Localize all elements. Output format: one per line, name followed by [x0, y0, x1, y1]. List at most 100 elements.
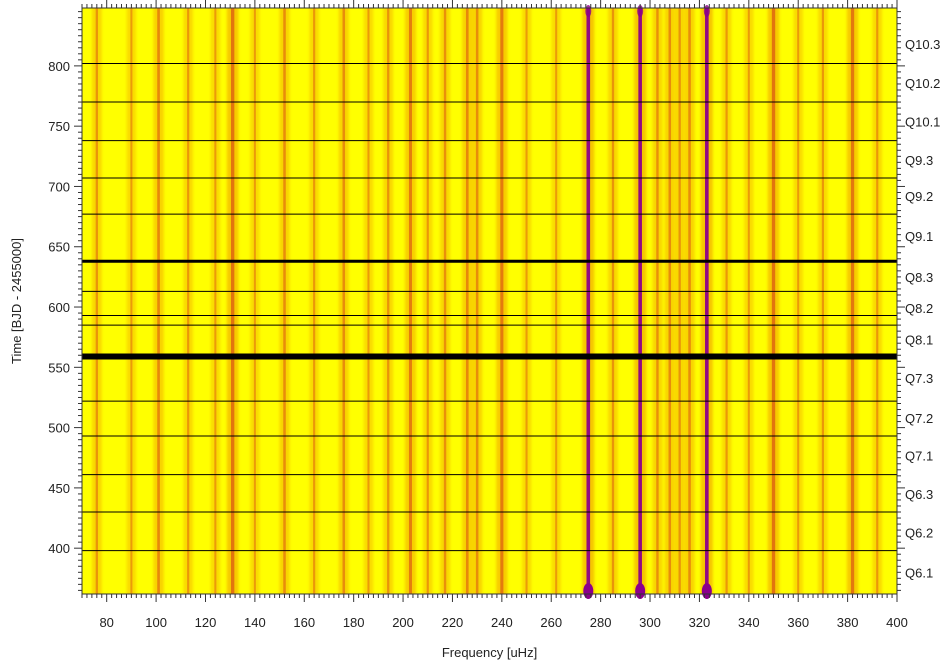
quarter-label: Q7.3 [905, 371, 933, 386]
ridge-core [443, 8, 447, 594]
quarter-label: Q9.2 [905, 189, 933, 204]
ridge-core [705, 8, 709, 594]
ridge-core [797, 8, 800, 594]
quarter-labels: Q6.1 Q6.2 Q6.3 Q7.1 Q7.2 Q7.3 Q8.1 Q8.2 Q8.3 Q9.1… [905, 37, 940, 580]
frequency-ridge [472, 8, 483, 594]
ridge-core [387, 8, 390, 594]
x-axis-title: Frequency [uHz] [442, 645, 537, 660]
frequency-ridge [744, 8, 754, 594]
x-tick-label: 400 [886, 615, 908, 630]
ridge-core [95, 8, 98, 594]
frequency-ridge [674, 8, 685, 594]
ridge-core [771, 8, 776, 594]
frequency-ridge [551, 8, 561, 594]
ridge-core [525, 8, 528, 594]
ridge-core [656, 8, 659, 594]
frequency-ridge [664, 8, 675, 594]
y-tick-label: 800 [48, 59, 70, 74]
x-tick-label: 300 [639, 615, 661, 630]
frequency-ridge [279, 8, 290, 594]
frequency-ridge [521, 8, 532, 594]
y-tick-label: 650 [48, 240, 70, 255]
frequency-ridge [684, 8, 695, 594]
ridge-core [187, 8, 190, 594]
x-tick-label: 100 [145, 615, 167, 630]
frequency-ridge [700, 5, 713, 599]
y-tick-label: 550 [48, 360, 70, 375]
quarter-label: Q8.1 [905, 333, 933, 348]
x-tick-label: 360 [787, 615, 809, 630]
frequency-ridge [462, 8, 473, 594]
axis-ticks [74, 0, 905, 602]
x-tick-label: 160 [293, 615, 315, 630]
y-tick-label: 500 [48, 421, 70, 436]
ridge-peak-cap [635, 583, 646, 599]
ridge-core [678, 8, 681, 594]
ridge-core [426, 8, 429, 594]
ridge-core [313, 8, 316, 594]
frequency-ridge [210, 8, 221, 594]
frequency-ridge [440, 8, 451, 594]
x-tick-label: 180 [343, 615, 365, 630]
frequency-ridge [309, 8, 319, 594]
quarter-label: Q6.1 [905, 565, 933, 580]
ridge-core [611, 8, 615, 594]
quarter-label: Q7.2 [905, 411, 933, 426]
ridge-core [688, 8, 691, 594]
frequency-ridge [422, 8, 433, 594]
ridge-core [850, 8, 855, 594]
quarter-label: Q9.3 [905, 153, 933, 168]
y-tick-label: 400 [48, 541, 70, 556]
y-tick-label: 600 [48, 300, 70, 315]
frequency-ridge [721, 8, 732, 594]
frequency-ridge [363, 8, 374, 594]
x-tick-label: 240 [491, 615, 513, 630]
ridge-core [342, 8, 346, 594]
frequency-ridge [91, 8, 102, 594]
frequency-ridge [818, 8, 828, 594]
ridge-core [500, 8, 504, 594]
y-axis-title: Time [BJD - 2455000] [9, 238, 24, 364]
x-tick-label: 200 [392, 615, 414, 630]
x-tick-label: 80 [99, 615, 113, 630]
ridge-core [555, 8, 558, 594]
ridge-core [747, 8, 750, 594]
quarter-label: Q10.2 [905, 76, 940, 91]
ridge-core [214, 8, 217, 594]
quarter-label: Q6.2 [905, 526, 933, 541]
frequency-ridge [652, 8, 663, 594]
ridge-core [465, 8, 469, 594]
ridge-core [638, 8, 642, 594]
x-tick-label: 320 [689, 615, 711, 630]
quarter-label: Q8.2 [905, 301, 933, 316]
quarter-label: Q10.3 [905, 37, 940, 52]
x-tick-label: 260 [540, 615, 562, 630]
y-tick-label: 450 [48, 481, 70, 496]
frequency-ridge [767, 8, 780, 594]
x-tick-label: 380 [837, 615, 859, 630]
frequency-ridge [793, 8, 803, 594]
ridge-core [586, 8, 591, 594]
quarter-label: Q9.1 [905, 229, 933, 244]
ridge-core [230, 8, 235, 594]
frequency-ridges [91, 5, 883, 599]
frequency-ridge [608, 8, 618, 594]
y-tick-labels: 400 450 500 550 600 650 700 750 800 [48, 59, 70, 556]
ridge-core [821, 8, 824, 594]
ridge-core [367, 8, 370, 594]
frequency-ridge [226, 8, 239, 594]
frequency-ridge [250, 8, 260, 594]
frequency-ridge [582, 5, 595, 599]
x-tick-label: 340 [738, 615, 760, 630]
y-tick-label: 700 [48, 179, 70, 194]
quarter-label: Q7.1 [905, 448, 933, 463]
ridge-core [130, 8, 133, 594]
ridge-core [253, 8, 256, 594]
frequency-ridge [153, 8, 164, 594]
ridge-core [876, 8, 879, 594]
ridge-core [475, 8, 479, 594]
x-tick-label: 220 [442, 615, 464, 630]
frequency-ridge [846, 8, 859, 594]
quarter-boundaries [82, 62, 897, 552]
